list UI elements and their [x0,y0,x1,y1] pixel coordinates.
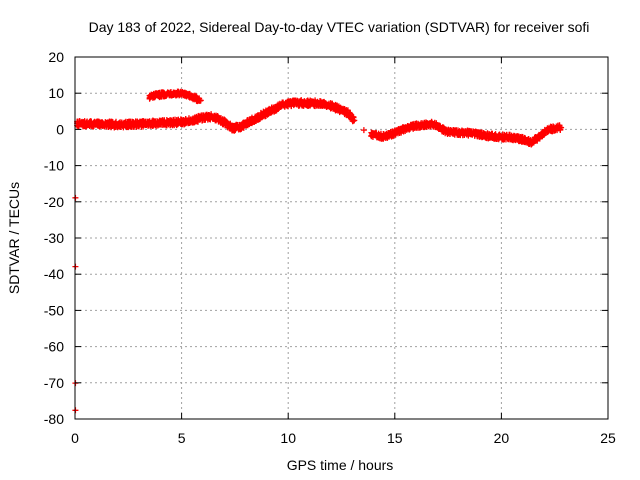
grid-lines [75,57,608,419]
series-group [368,118,565,148]
y-tick-label: -30 [44,230,64,246]
y-tick-label: 0 [56,121,64,137]
x-tick-label: 15 [387,430,403,446]
plus-marker [197,97,204,104]
plus-marker [351,117,358,124]
y-tick-label: -20 [44,194,64,210]
x-tick-label: 0 [71,430,79,446]
plus-marker [558,124,565,131]
y-tick-label: 10 [48,85,64,101]
chart-title: Day 183 of 2022, Sidereal Day-to-day VTE… [89,19,590,35]
x-tick-label: 5 [178,430,186,446]
x-tick-label: 25 [600,430,616,446]
axis-ticks: 0 5 10 15 20 25 20 10 0 -10 -20 -30 -40 -50 -60 -70 -80 [44,49,616,446]
x-tick-label: 10 [280,430,296,446]
y-tick-label: -60 [44,339,64,355]
plus-marker [370,131,377,138]
plus-marker [360,127,367,134]
y-tick-label: -50 [44,302,64,318]
series-group [360,127,377,138]
y-tick-label: -40 [44,266,64,282]
x-axis-label: GPS time / hours [287,457,394,473]
x-tick-label: 20 [494,430,510,446]
data-marks [72,88,565,414]
y-tick-label: 20 [48,49,64,65]
y-axis-label: SDTVAR / TECUs [6,182,22,294]
series-group [146,88,204,105]
y-tick-label: -10 [44,158,64,174]
series-group [74,97,358,134]
y-tick-label: -80 [44,411,64,427]
y-tick-label: -70 [44,375,64,391]
